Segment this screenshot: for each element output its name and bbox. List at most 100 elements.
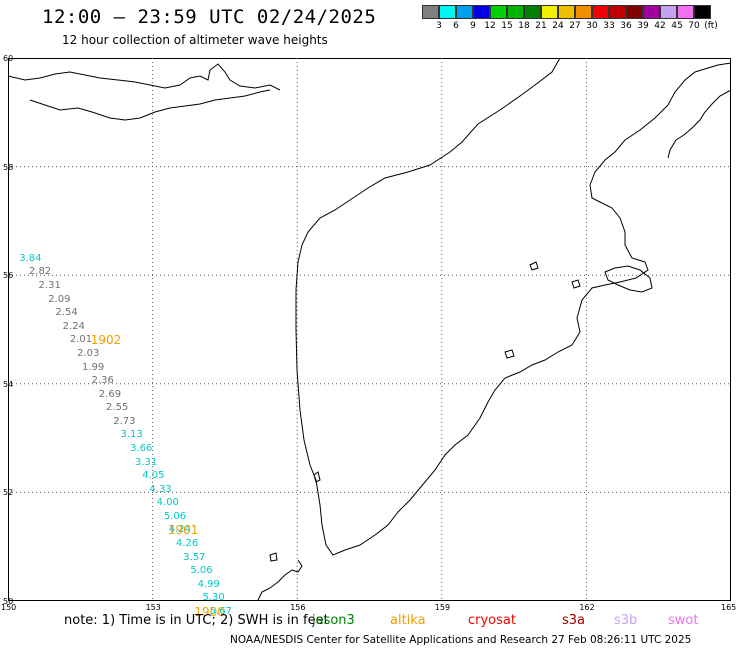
legend-label: 70 bbox=[688, 21, 700, 31]
swh-reading: 3.84 bbox=[19, 252, 42, 264]
swh-reading: 2.31 bbox=[38, 280, 61, 292]
legend-label: 21 bbox=[535, 21, 547, 31]
swh-reading: 5.06 bbox=[190, 565, 213, 577]
satellite-name: s3b bbox=[614, 613, 638, 628]
legend-label: 18 bbox=[518, 21, 530, 31]
swh-reading: 2.03 bbox=[77, 347, 100, 359]
swh-reading: 5.06 bbox=[163, 510, 187, 522]
lat-tick-label: 56 bbox=[3, 271, 14, 281]
swh-reading: 2.54 bbox=[55, 307, 78, 319]
legend-label: 33 bbox=[603, 21, 615, 31]
satellite-name: swot bbox=[668, 613, 699, 628]
lat-tick-label: 60 bbox=[3, 54, 14, 63]
swh-reading: 1.99 bbox=[81, 361, 105, 373]
legend-label: 45 bbox=[671, 21, 683, 31]
swh-reading: 5.67 bbox=[209, 605, 232, 617]
swh-reading: 2.01 bbox=[69, 334, 93, 346]
coastline-kamchatka-west bbox=[295, 57, 732, 556]
lat-tick-label: 54 bbox=[3, 379, 14, 389]
legend-swatch bbox=[507, 5, 524, 19]
lon-tick-label: 162 bbox=[579, 603, 595, 612]
legend-swatch bbox=[694, 5, 711, 19]
legend-swatch bbox=[660, 5, 677, 19]
legend-swatch bbox=[524, 5, 541, 19]
lon-tick-label: 159 bbox=[434, 603, 451, 612]
legend-label: 15 bbox=[501, 21, 513, 31]
island-small-2 bbox=[571, 279, 581, 289]
legend-swatch bbox=[643, 5, 660, 19]
legend-label: 27 bbox=[569, 21, 581, 31]
island-small-1 bbox=[529, 261, 539, 271]
swh-reading: 3.13 bbox=[120, 429, 143, 441]
footer-note: note: 1) Time is in UTC; 2) SWH is in fe… bbox=[64, 613, 329, 628]
legend-label: 3 bbox=[436, 21, 442, 31]
swh-reading: 3.57 bbox=[183, 551, 206, 563]
swh-reading: 2.09 bbox=[48, 293, 71, 305]
legend-swatch bbox=[541, 5, 558, 19]
swh-reading: 2.73 bbox=[113, 415, 136, 427]
lat-tick-label: 50 bbox=[3, 597, 14, 606]
legend-swatch bbox=[439, 5, 456, 19]
swh-reading: 4.05 bbox=[142, 470, 165, 482]
legend-label: 30 bbox=[586, 21, 598, 31]
lon-tick-label: 150 bbox=[1, 603, 17, 612]
coastline bbox=[7, 57, 732, 601]
coastline-koni-peninsula bbox=[29, 89, 271, 121]
legend-swatch bbox=[422, 5, 439, 19]
swh-reading: 3.31 bbox=[134, 456, 158, 468]
legend-label: 24 bbox=[552, 21, 564, 31]
lon-tick-label: 156 bbox=[290, 603, 306, 612]
legend-swatch bbox=[575, 5, 592, 19]
legend-swatches bbox=[422, 5, 711, 19]
coastline-kuril-islands bbox=[257, 559, 303, 601]
legend-label: 42 bbox=[654, 21, 666, 31]
cycle-label: 1902 bbox=[90, 333, 122, 348]
swh-reading: 3.66 bbox=[130, 442, 153, 454]
legend-swatch bbox=[490, 5, 507, 19]
island-small-4 bbox=[269, 552, 278, 562]
legend-label: 12 bbox=[484, 21, 496, 31]
legend-swatch bbox=[609, 5, 626, 19]
legend-label: 6 bbox=[453, 21, 459, 31]
swh-reading: 4.99 bbox=[197, 578, 220, 590]
swh-reading: 4.26 bbox=[175, 537, 199, 549]
cycle-label: 1901 bbox=[167, 523, 199, 538]
lon-tick-label: 153 bbox=[145, 603, 161, 612]
page-title: 12:00 – 23:59 UTC 02/24/2025 bbox=[42, 6, 377, 28]
satellite-name: cryosat bbox=[468, 613, 516, 628]
swh-reading: 2.24 bbox=[62, 320, 85, 332]
lat-tick-label: 52 bbox=[3, 488, 14, 498]
coastline-magadan-north bbox=[7, 63, 281, 91]
satellite-name: jason3 bbox=[312, 613, 355, 628]
legend-swatch bbox=[626, 5, 643, 19]
lat-tick-label: 58 bbox=[3, 162, 14, 172]
legend-label: 36 bbox=[620, 21, 632, 31]
page-subtitle: 12 hour collection of altimeter wave hei… bbox=[62, 33, 328, 47]
swh-reading: 2.82 bbox=[28, 266, 52, 278]
legend-labels: 3 6 9 12 15 18 21 24 27 30 33 36 39 42 45 70 (ft) bbox=[422, 21, 718, 33]
map-frame bbox=[8, 58, 731, 601]
swh-reading: 2.36 bbox=[91, 375, 114, 387]
coastline-kamchatka-peninsula bbox=[667, 89, 732, 159]
satellite-name: altika bbox=[390, 613, 426, 628]
grid-lines bbox=[8, 58, 731, 601]
satellite-name: s3a bbox=[562, 613, 586, 628]
swh-reading: 2.55 bbox=[106, 402, 129, 414]
color-legend: 3 6 9 12 15 18 21 24 27 30 33 36 39 42 45 70 (ft) bbox=[422, 5, 718, 33]
legend-swatch bbox=[473, 5, 490, 19]
legend-swatch bbox=[677, 5, 694, 19]
island-small-5 bbox=[313, 471, 321, 483]
legend-label: (ft) bbox=[704, 21, 718, 31]
swh-reading: 4.33 bbox=[149, 483, 172, 495]
lon-tick-label: 165 bbox=[721, 603, 737, 612]
swh-reading: 4.00 bbox=[156, 497, 179, 509]
cycle-label: 1900 bbox=[194, 604, 225, 619]
swh-reading: 5.30 bbox=[202, 592, 225, 604]
legend-label: 9 bbox=[470, 21, 476, 31]
island-shantar bbox=[604, 265, 653, 293]
legend-label: 39 bbox=[637, 21, 649, 31]
legend-swatch bbox=[558, 5, 575, 19]
legend-swatch bbox=[456, 5, 473, 19]
swh-reading: 2.69 bbox=[98, 388, 122, 400]
